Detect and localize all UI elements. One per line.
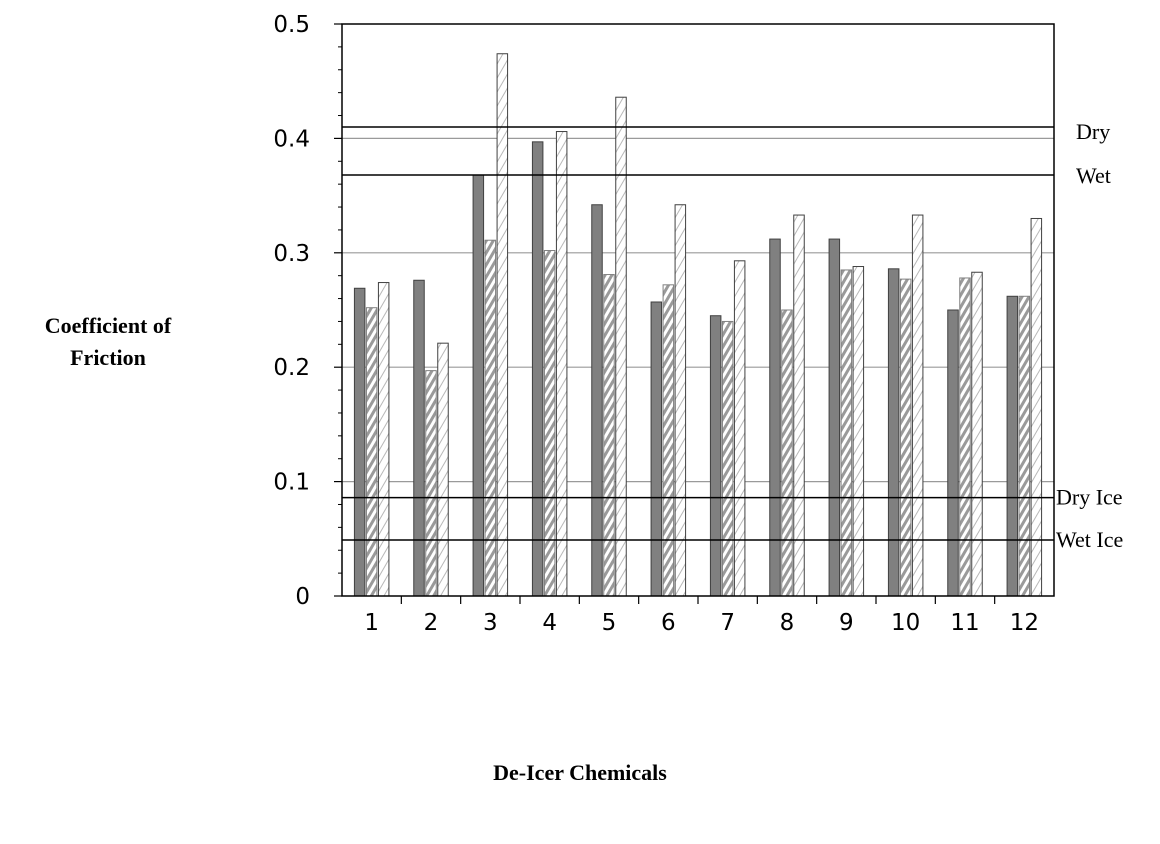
x-tick-label: 3 bbox=[483, 610, 498, 636]
y-axis-label: Coefficient of Friction bbox=[8, 310, 208, 374]
bar-series-1 bbox=[650, 301, 663, 597]
bar-series-2 bbox=[721, 320, 734, 597]
axes bbox=[334, 23, 1055, 604]
y-axis-label-line-2: Friction bbox=[70, 345, 146, 370]
y-tick-label: 0.5 bbox=[273, 12, 310, 38]
x-tick-label: 4 bbox=[542, 610, 557, 636]
y-tick-label: 0.3 bbox=[273, 241, 310, 267]
bar-series-3 bbox=[911, 214, 924, 597]
y-tick-label: 0.4 bbox=[273, 126, 310, 152]
bar-series-1 bbox=[472, 174, 485, 597]
bar-series-1 bbox=[828, 238, 841, 597]
plot-frame bbox=[341, 23, 1055, 597]
bar-series-3 bbox=[377, 282, 390, 597]
x-tick-label: 9 bbox=[839, 610, 854, 636]
x-tick-label: 6 bbox=[661, 610, 676, 636]
bar-series-1 bbox=[1006, 295, 1019, 597]
x-tick-label: 11 bbox=[950, 610, 979, 636]
y-tick-label: 0.2 bbox=[273, 355, 310, 381]
reference-line-label: Dry Ice bbox=[1056, 485, 1123, 510]
bar-series-1 bbox=[887, 268, 900, 597]
bar-series-3 bbox=[555, 131, 568, 597]
bar-series-3 bbox=[615, 96, 627, 597]
tick-labels: 00.10.20.30.40.51 2 3 4 5 6 7 8 9 10 11 12 bbox=[273, 12, 1039, 636]
bar-series-3 bbox=[437, 342, 449, 597]
bar-series-2 bbox=[603, 274, 615, 597]
x-tick-label: 12 bbox=[1010, 610, 1039, 636]
bar-series-1 bbox=[353, 287, 366, 597]
x-axis-label: De-Icer Chemicals bbox=[493, 760, 667, 785]
bar-series-2 bbox=[543, 250, 556, 597]
x-tick-label: 5 bbox=[602, 610, 617, 636]
bar-series-2 bbox=[781, 309, 793, 597]
reference-lines: Dry Wet Dry Ice Wet Ice bbox=[342, 119, 1123, 552]
bar-series-2 bbox=[365, 307, 378, 597]
y-tick-label: 0 bbox=[295, 584, 310, 610]
x-tick-label: 8 bbox=[780, 610, 795, 636]
reference-line-label: Dry bbox=[1076, 119, 1110, 144]
x-tick-label: 1 bbox=[364, 610, 379, 636]
bar-series-3 bbox=[496, 53, 509, 597]
y-tick-label: 0.1 bbox=[273, 470, 310, 496]
reference-line-label: Wet bbox=[1076, 163, 1111, 188]
bar-series-2 bbox=[662, 284, 675, 597]
bar-series-2 bbox=[484, 239, 497, 597]
bar-series-3 bbox=[852, 266, 865, 597]
bars bbox=[353, 53, 1043, 597]
bar-series-2 bbox=[1018, 295, 1031, 597]
bar-series-1 bbox=[709, 315, 722, 597]
bar-series-3 bbox=[733, 260, 746, 597]
bar-series-3 bbox=[674, 204, 687, 597]
bar-series-2 bbox=[425, 370, 437, 597]
bar-series-1 bbox=[947, 309, 959, 597]
y-axis-label-line-1: Coefficient of bbox=[44, 313, 172, 338]
bar-series-1 bbox=[531, 141, 544, 597]
gridlines bbox=[342, 137, 1054, 483]
x-tick-label: 10 bbox=[891, 610, 920, 636]
bar-series-2 bbox=[959, 277, 971, 597]
bar-series-2 bbox=[899, 278, 912, 597]
bar-series-1 bbox=[591, 204, 603, 597]
x-tick-label: 7 bbox=[720, 610, 735, 636]
bar-series-2 bbox=[840, 269, 853, 597]
bar-series-1 bbox=[413, 279, 425, 597]
reference-line-label: Wet Ice bbox=[1056, 527, 1123, 552]
x-tick-label: 2 bbox=[424, 610, 439, 636]
bar-series-3 bbox=[793, 214, 805, 597]
bar-series-3 bbox=[971, 271, 983, 597]
bar-series-1 bbox=[769, 238, 781, 597]
